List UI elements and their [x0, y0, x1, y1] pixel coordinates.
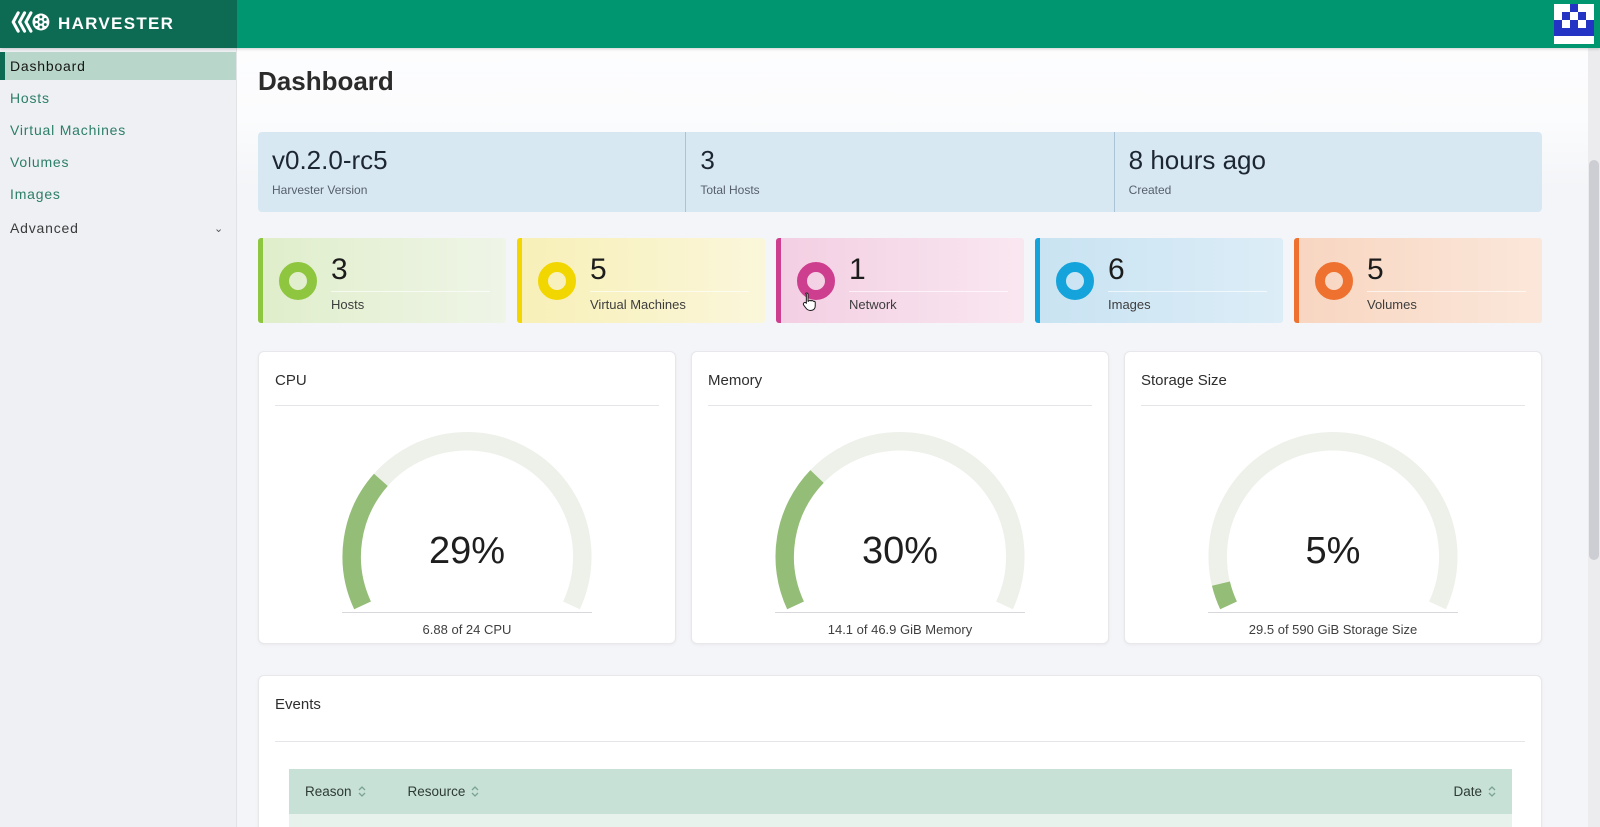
gauge-card-memory: Memory 30% 14.1 of 46.9 GiB Memory [691, 351, 1109, 644]
network-ring-icon [797, 261, 835, 300]
sidebar-item-label: Virtual Machines [10, 122, 127, 138]
chevron-down-icon: ⌄ [213, 222, 224, 235]
memory-gauge-percent: 30% [861, 530, 939, 572]
created-value: 8 hours ago [1128, 145, 1266, 175]
user-avatar[interactable] [1554, 4, 1594, 44]
topbar: HARVESTER [0, 0, 1600, 48]
sidebar-item-label: Dashboard [10, 58, 86, 74]
hosts-label: Hosts [331, 296, 365, 312]
storage-gauge-percent: 5% [1305, 530, 1361, 572]
sidebar-item-volumes[interactable]: Volumes [0, 148, 236, 176]
vertical-scrollbar[interactable] [1588, 48, 1600, 827]
harvester-version-value: v0.2.0-rc5 [272, 145, 388, 175]
stat-card-volumes[interactable]: 5 Volumes [1294, 238, 1542, 323]
brand-name: HARVESTER [58, 14, 175, 33]
storage-gauge-detail: 29.5 of 590 GiB Storage Size [1248, 622, 1418, 637]
total-hosts-label: Total Hosts [700, 183, 760, 197]
sidebar-item-virtual-machines[interactable]: Virtual Machines [0, 116, 236, 144]
main-content: Dashboard v0.2.0-rc5 Harvester Version 3… [237, 48, 1600, 827]
column-header-date[interactable]: Date [1453, 784, 1496, 799]
volumes-label: Volumes [1367, 296, 1417, 312]
sidebar-item-hosts[interactable]: Hosts [0, 84, 236, 112]
sort-icon [1488, 786, 1496, 797]
brand[interactable]: HARVESTER [0, 0, 237, 48]
table-row [289, 814, 1512, 827]
virtual-machines-ring-icon [538, 261, 576, 300]
cpu-gauge-chart: 29% [317, 424, 617, 620]
cpu-gauge-title: CPU [275, 372, 307, 389]
volumes-ring-icon [1315, 261, 1353, 300]
total-hosts-value: 3 [700, 145, 715, 175]
column-label: Reason [305, 784, 352, 799]
events-title: Events [275, 696, 321, 713]
harvester-logo-icon [10, 9, 50, 40]
storage-gauge-chart: 5% [1183, 424, 1483, 620]
stat-card-hosts[interactable]: 3 Hosts [258, 238, 506, 323]
sort-icon [471, 786, 479, 797]
column-label: Resource [407, 784, 466, 799]
images-count: 6 [1108, 252, 1267, 292]
events-table-header: Reason Resource Date [289, 769, 1512, 814]
volumes-count: 5 [1367, 252, 1526, 292]
network-count: 1 [849, 252, 1008, 292]
sidebar: Dashboard Hosts Virtual Machines Volumes… [0, 48, 237, 827]
hosts-ring-icon [279, 261, 317, 300]
resource-count-cards: 3 Hosts 5 Virtual Machines 1 Network [258, 238, 1542, 323]
page-title: Dashboard [258, 66, 394, 96]
scrollbar-thumb[interactable] [1589, 160, 1599, 560]
gauge-card-cpu: CPU 29% 6.88 of 24 CPU [258, 351, 676, 644]
stat-card-virtual-machines[interactable]: 5 Virtual Machines [517, 238, 765, 323]
hosts-count: 3 [331, 252, 490, 292]
virtual-machines-label: Virtual Machines [590, 296, 686, 312]
sidebar-item-images[interactable]: Images [0, 180, 236, 208]
storage-gauge-title: Storage Size [1141, 372, 1227, 389]
cpu-gauge-percent: 29% [428, 530, 506, 572]
cluster-info-strip: v0.2.0-rc5 Harvester Version 3 Total Hos… [258, 132, 1542, 212]
column-header-reason[interactable]: Reason [305, 784, 366, 799]
images-label: Images [1108, 296, 1151, 312]
memory-gauge-detail: 14.1 of 46.9 GiB Memory [827, 622, 973, 637]
memory-gauge-title: Memory [708, 372, 763, 389]
sidebar-item-label: Hosts [10, 90, 50, 106]
events-card: Events Reason Resource [258, 675, 1542, 827]
info-section-created: 8 hours ago Created [1113, 132, 1542, 212]
gauge-card-storage: Storage Size 5% 29.5 of 590 GiB Storage … [1124, 351, 1542, 644]
sidebar-item-label: Images [10, 186, 61, 202]
sidebar-item-label: Volumes [10, 154, 70, 170]
sidebar-item-label: Advanced [10, 220, 79, 236]
cpu-gauge-detail: 6.88 of 24 CPU [422, 622, 512, 637]
stat-card-network[interactable]: 1 Network [776, 238, 1024, 323]
sidebar-item-dashboard[interactable]: Dashboard [0, 52, 236, 80]
info-section-version: v0.2.0-rc5 Harvester Version [258, 132, 685, 212]
sort-icon [358, 786, 366, 797]
created-label: Created [1128, 183, 1172, 197]
usage-gauges: CPU 29% 6.88 of 24 CPU Memory [258, 351, 1542, 644]
images-ring-icon [1056, 261, 1094, 300]
memory-gauge-chart: 30% [750, 424, 1050, 620]
harvester-version-label: Harvester Version [272, 183, 368, 197]
info-section-total-hosts: 3 Total Hosts [685, 132, 1113, 212]
network-label: Network [849, 296, 897, 312]
stat-card-images[interactable]: 6 Images [1035, 238, 1283, 323]
column-header-resource[interactable]: Resource [408, 784, 480, 799]
column-label: Date [1453, 784, 1482, 799]
sidebar-item-advanced[interactable]: Advanced ⌄ [0, 214, 236, 242]
virtual-machines-count: 5 [590, 252, 749, 292]
